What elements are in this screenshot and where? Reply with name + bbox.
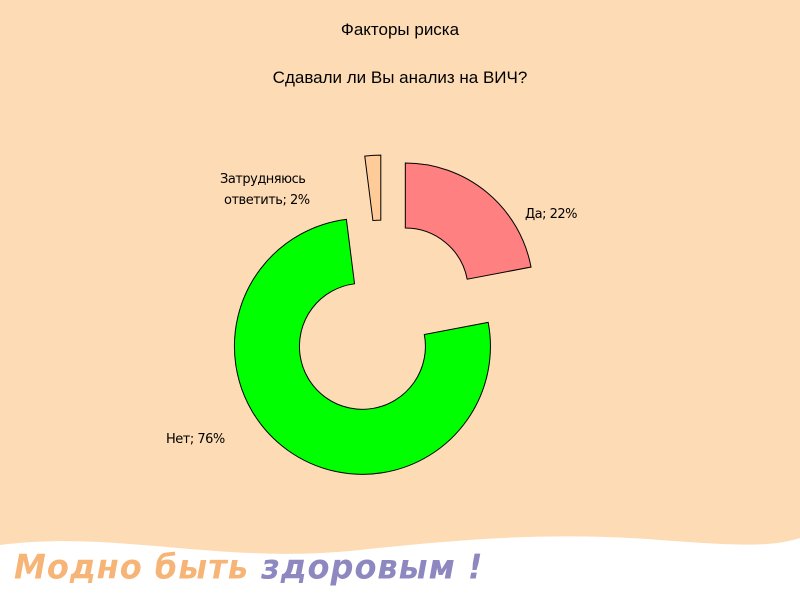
slogan-part1: Модно быть (14, 547, 262, 587)
slice-unsure (364, 154, 382, 222)
label-no: Нет; 76% (166, 432, 225, 447)
label-unsure-line2: ответить; 2% (224, 193, 310, 208)
slice-yes (404, 162, 532, 280)
slide-title: Факторы риска (340, 20, 460, 39)
chart-title: Сдавали ли Вы анализ на ВИЧ? (272, 68, 528, 87)
label-unsure-line1: Затрудняюсь (220, 172, 305, 187)
slogan-part2: здоровым ! (261, 547, 484, 587)
slice-no (233, 218, 491, 475)
slogan: Модно быть здоровым ! (14, 547, 484, 587)
label-yes: Да; 22% (525, 207, 577, 222)
